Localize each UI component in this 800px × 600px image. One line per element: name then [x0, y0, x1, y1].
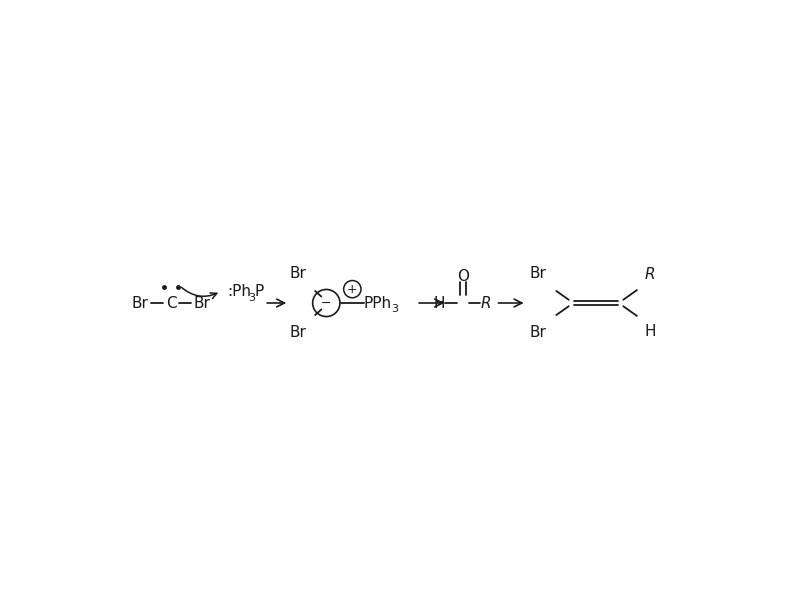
Text: C: C	[166, 295, 177, 311]
Text: P: P	[254, 284, 264, 299]
Text: PPh: PPh	[363, 295, 392, 311]
Text: R: R	[481, 295, 491, 311]
Text: Br: Br	[290, 325, 306, 340]
Text: R: R	[644, 267, 655, 282]
Text: Br: Br	[290, 266, 306, 281]
Text: H: H	[434, 295, 445, 311]
Text: +: +	[347, 283, 358, 296]
Text: 3: 3	[390, 304, 398, 314]
Text: Br: Br	[530, 325, 546, 340]
Text: Br: Br	[530, 266, 546, 281]
Text: 3: 3	[248, 293, 255, 303]
Text: :Ph: :Ph	[227, 284, 251, 299]
Text: Br: Br	[132, 295, 149, 311]
Text: H: H	[644, 324, 656, 339]
Text: −: −	[321, 296, 331, 310]
Text: O: O	[457, 269, 469, 284]
Text: Br: Br	[194, 295, 210, 311]
